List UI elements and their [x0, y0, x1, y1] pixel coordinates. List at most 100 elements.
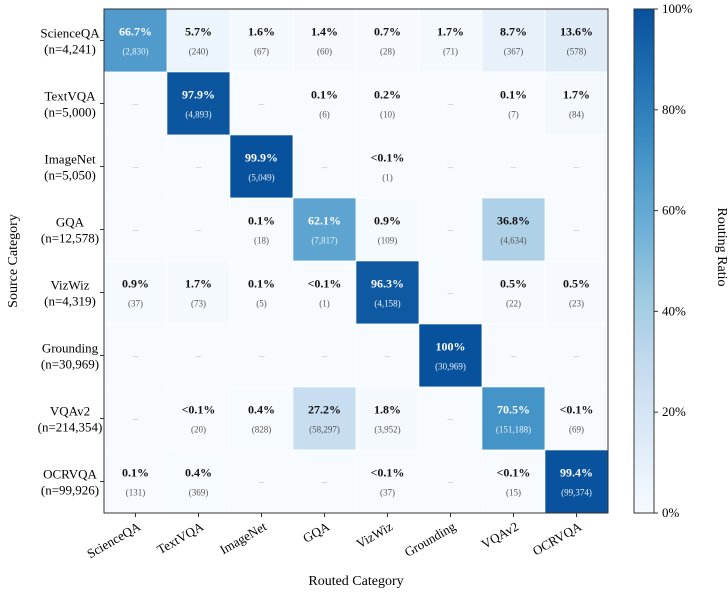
heatmap-cell [481, 449, 546, 514]
heatmap-cell [544, 386, 609, 451]
row-label-name: Grounding [42, 341, 99, 356]
heatmap-cell [481, 71, 546, 136]
cell-empty-label: – [258, 477, 265, 489]
heatmap-cell [103, 197, 168, 262]
cell-count-label: (1) [382, 173, 393, 183]
column-label: Grounding [402, 518, 459, 559]
cell-percent-label: 66.7% [119, 25, 152, 39]
cell-percent-label: 0.1% [311, 88, 338, 102]
heatmap-cell [292, 323, 357, 388]
cell-empty-label: – [258, 351, 265, 363]
row-label-count: (n=30,969) [41, 357, 99, 372]
heatmap-cell [481, 134, 546, 199]
cell-count-label: (67) [254, 47, 269, 57]
cell-percent-label: 0.5% [500, 277, 527, 291]
colorbar-tick-label: 100% [662, 1, 693, 16]
heatmap-cell [355, 71, 420, 136]
cell-percent-label: <0.1% [371, 151, 405, 165]
cell-empty-label: – [132, 225, 139, 237]
cell-count-label: (20) [191, 425, 206, 435]
cell-count-label: (5) [256, 299, 267, 309]
heatmap-cell [292, 71, 357, 136]
heatmap-cell [418, 260, 483, 325]
heatmap-cell [229, 386, 294, 451]
heatmap-cell [229, 323, 294, 388]
row-label-name: ImageNet [44, 152, 96, 167]
cell-percent-label: 0.4% [185, 466, 212, 480]
heatmap-cell [355, 323, 420, 388]
cell-percent-label: 0.9% [122, 277, 149, 291]
cell-percent-label: <0.1% [497, 466, 531, 480]
cell-count-label: (5,049) [248, 173, 274, 183]
cell-empty-label: – [132, 162, 139, 174]
cell-count-label: (22) [506, 299, 521, 309]
cell-percent-label: 97.9% [182, 88, 215, 102]
cell-empty-label: – [384, 351, 391, 363]
cell-percent-label: 0.1% [248, 277, 275, 291]
cell-empty-label: – [447, 162, 454, 174]
cell-empty-label: – [573, 162, 580, 174]
heatmap-cell [544, 260, 609, 325]
colorbar-ticks: 0% 20% 40% 60% 80% 100% [654, 1, 693, 520]
row-label-name: VizWiz [50, 278, 89, 293]
heatmap-cell [292, 197, 357, 262]
cell-count-label: (69) [569, 425, 584, 435]
cell-count-label: (58,297) [309, 425, 340, 435]
heatmap-cell [418, 323, 483, 388]
cell-percent-label: 5.7% [185, 25, 212, 39]
cell-count-label: (7) [508, 110, 519, 120]
heatmap-cell [166, 134, 231, 199]
column-label: GQA [300, 518, 332, 545]
colorbar-gradient [633, 8, 655, 514]
cell-percent-label: 13.6% [560, 25, 593, 39]
row-label-count: (n=4,241) [44, 42, 96, 57]
cell-count-label: (109) [378, 236, 398, 246]
cell-count-label: (367) [504, 47, 524, 57]
row-label-count: (n=5,050) [44, 168, 96, 183]
cell-count-label: (2,830) [122, 47, 148, 57]
row-label-name: OCRVQA [43, 467, 97, 482]
cell-percent-label: 1.7% [437, 25, 464, 39]
cell-count-label: (1) [319, 299, 330, 309]
row-label-name: TextVQA [44, 89, 96, 104]
heatmap-cell [544, 8, 609, 73]
cell-percent-label: 0.7% [374, 25, 401, 39]
heatmap-cell [166, 323, 231, 388]
heatmap-cell [292, 386, 357, 451]
cell-count-label: (4,158) [374, 299, 400, 309]
cell-empty-label: – [195, 225, 202, 237]
cell-percent-label: 1.7% [563, 88, 590, 102]
heatmap-cell [481, 260, 546, 325]
cell-count-label: (4,893) [185, 110, 211, 120]
column-label: VQAv2 [479, 519, 521, 552]
cell-count-label: (37) [128, 299, 143, 309]
cell-count-label: (18) [254, 236, 269, 246]
heatmap-cell [481, 8, 546, 73]
cell-empty-label: – [510, 351, 517, 363]
cell-percent-label: 0.1% [248, 214, 275, 228]
heatmap-cell [229, 71, 294, 136]
cell-count-label: (3,952) [374, 425, 400, 435]
heatmap-cell [229, 134, 294, 199]
x-axis-label: Routed Category [308, 574, 403, 589]
row-label-name: VQAv2 [50, 404, 90, 419]
heatmap-cell [481, 197, 546, 262]
row-label-count: (n=99,926) [41, 483, 99, 498]
cell-count-label: (6) [319, 110, 330, 120]
column-labels: ScienceQA TextVQA ImageNet GQA VizWiz Groundi… [84, 513, 585, 561]
heatmap-cell [355, 260, 420, 325]
heatmap-cell [355, 197, 420, 262]
colorbar-tick-label: 0% [662, 505, 680, 520]
cell-count-label: (71) [443, 47, 458, 57]
cell-count-label: (4,634) [500, 236, 526, 246]
cell-count-label: (151,188) [496, 425, 531, 435]
heatmap-cells: 66.7% (2,830) 5.7% (240) 1.6% (67) 1.4% (60) 0.7… [103, 8, 609, 514]
heatmap-cell [103, 449, 168, 514]
cell-percent-label: 1.4% [311, 25, 338, 39]
cell-count-label: (73) [191, 299, 206, 309]
cell-percent-label: 0.1% [122, 466, 149, 480]
cell-empty-label: – [195, 351, 202, 363]
colorbar-tick-label: 60% [662, 203, 686, 218]
heatmap-cell [166, 260, 231, 325]
